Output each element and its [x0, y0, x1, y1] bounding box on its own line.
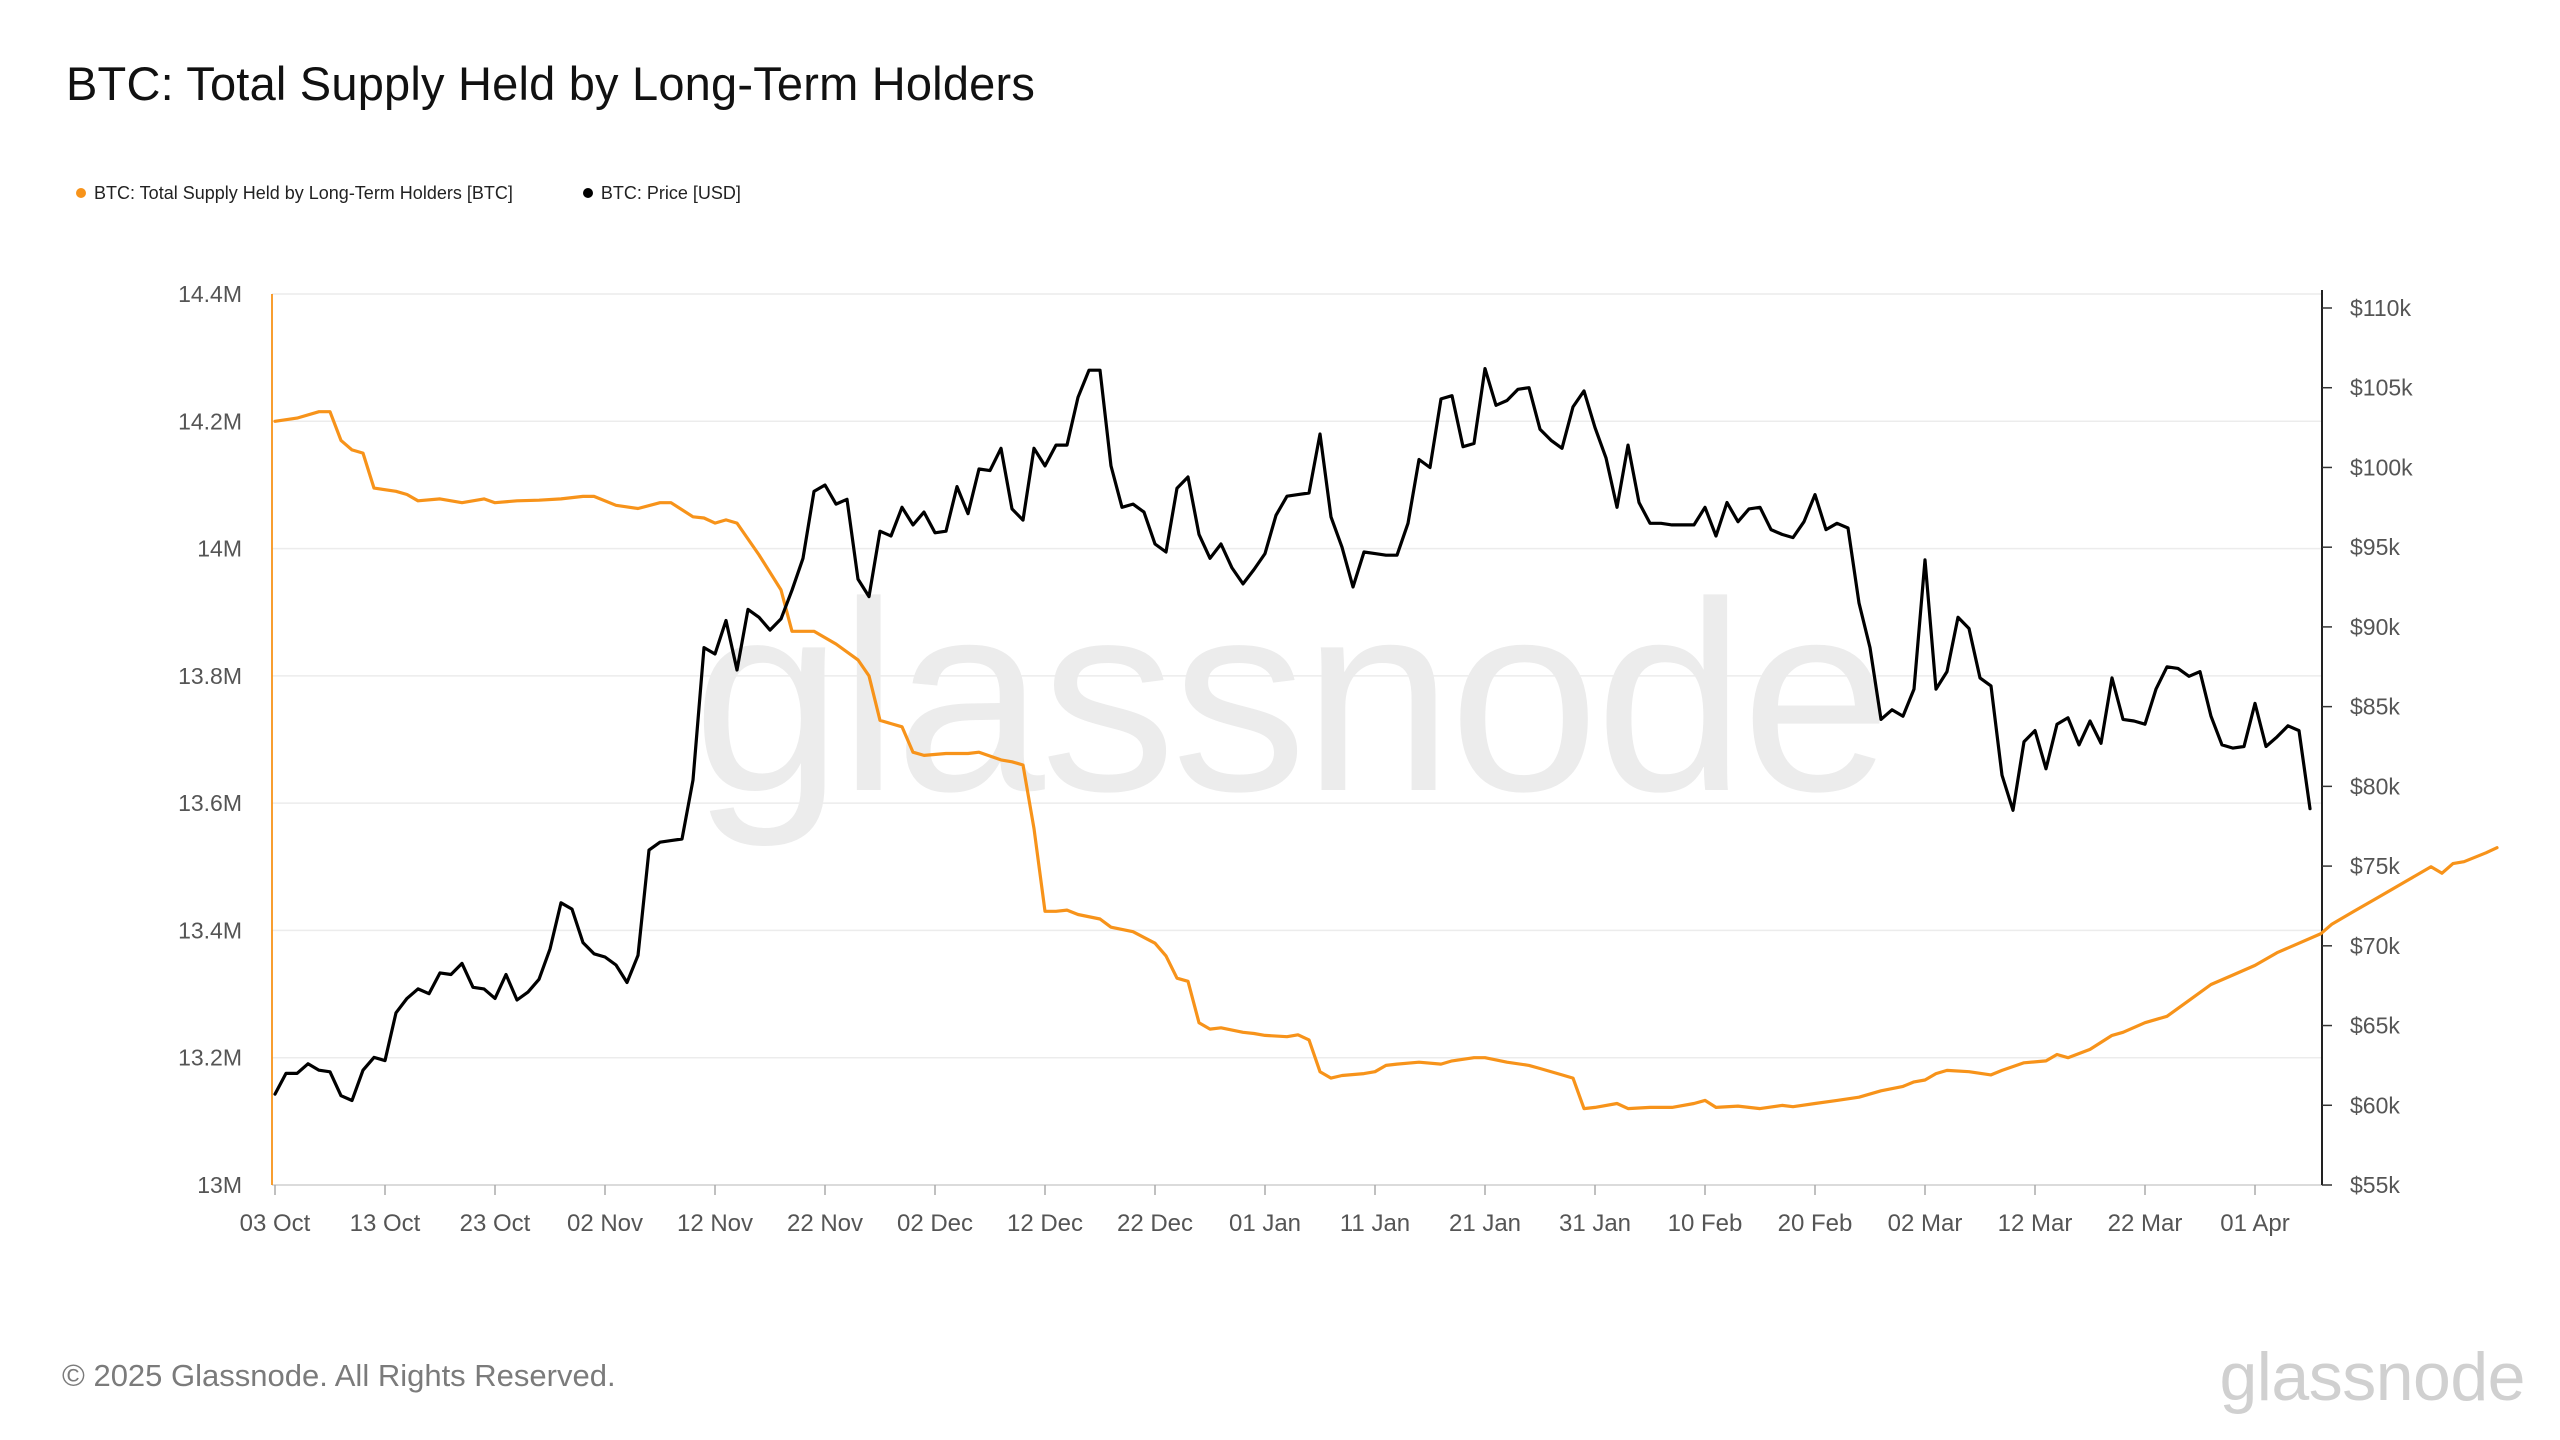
right-tick-label: $55k	[2350, 1172, 2400, 1198]
x-tick-label: 23 Oct	[460, 1210, 531, 1237]
x-tick-label: 22 Mar	[2108, 1210, 2183, 1237]
price-line[interactable]	[273, 367, 2312, 1103]
x-tick-label: 12 Dec	[1007, 1210, 1083, 1237]
legend-dot-orange	[76, 188, 86, 198]
legend-item-price[interactable]: BTC: Price [USD]	[582, 182, 741, 204]
legend-label-price: BTC: Price [USD]	[600, 182, 741, 203]
x-tick-label: 01 Jan	[1229, 1210, 1301, 1237]
right-tick-label: $105k	[2350, 375, 2413, 401]
watermark-text: glassnode	[693, 547, 1888, 849]
right-tick-label: $95k	[2350, 534, 2400, 560]
lth-supply-line[interactable]	[273, 410, 2499, 1111]
left-tick-label: 13.4M	[178, 917, 242, 943]
left-tick-label: 14M	[197, 536, 242, 562]
left-tick-label: 14.4M	[178, 281, 242, 307]
right-tick-label: $85k	[2350, 694, 2400, 720]
x-tick-label: 02 Dec	[897, 1210, 973, 1237]
x-tick-label: 21 Jan	[1449, 1210, 1521, 1237]
x-tick-label: 03 Oct	[240, 1210, 311, 1237]
x-tick-label: 22 Dec	[1117, 1210, 1193, 1237]
gridlines	[272, 293, 2322, 1059]
x-tick-label: 13 Oct	[350, 1210, 421, 1237]
x-tick-label: 22 Nov	[787, 1210, 863, 1237]
right-tick-label: $90k	[2350, 614, 2400, 640]
right-tick-label: $70k	[2350, 933, 2400, 959]
x-tick-label: 12 Nov	[677, 1210, 753, 1237]
glassnode-logo: glassnode	[2219, 1339, 2525, 1415]
x-tick-label: 02 Mar	[1888, 1210, 1963, 1237]
axes	[271, 290, 2323, 1186]
right-tick-label: $75k	[2350, 853, 2400, 879]
right-tick-label: $100k	[2350, 454, 2413, 480]
x-tick-label: 10 Feb	[1668, 1210, 1743, 1237]
right-axis-ticks: $55k $60k $65k $70k $75k $80k $85k $90k $95k $100…	[2322, 295, 2413, 1198]
copyright-text: © 2025 Glassnode. All Rights Reserved.	[62, 1358, 616, 1393]
x-tick-label: 11 Jan	[1340, 1210, 1410, 1237]
right-tick-label: $65k	[2350, 1013, 2400, 1039]
left-tick-label: 13.6M	[178, 790, 242, 816]
legend-item-lth-supply[interactable]: BTC: Total Supply Held by Long-Term Hold…	[76, 183, 513, 204]
x-tick-label: 01 Apr	[2220, 1210, 2289, 1237]
x-axis-ticks: 03 Oct 13 Oct 23 Oct 02 Nov 12 Nov 22 Nov 02 D…	[240, 1185, 2290, 1237]
right-tick-label: $110k	[2350, 295, 2411, 321]
legend: BTC: Total Supply Held by Long-Term Hold…	[76, 180, 811, 206]
x-tick-label: 12 Mar	[1998, 1210, 2073, 1237]
x-tick-label: 31 Jan	[1559, 1210, 1631, 1237]
left-tick-label: 13M	[197, 1172, 242, 1198]
left-tick-label: 14.2M	[178, 408, 242, 434]
x-tick-label: 02 Nov	[567, 1210, 643, 1237]
right-tick-label: $60k	[2350, 1092, 2400, 1118]
x-tick-label: 20 Feb	[1778, 1210, 1853, 1237]
legend-dot-black	[582, 188, 593, 198]
left-tick-label: 13.8M	[178, 663, 242, 689]
right-tick-label: $80k	[2350, 773, 2400, 799]
chart-title: BTC: Total Supply Held by Long-Term Hold…	[66, 57, 1036, 110]
legend-label-lth-supply: BTC: Total Supply Held by Long-Term Hold…	[94, 182, 513, 203]
left-tick-label: 13.2M	[178, 1045, 242, 1071]
left-axis-ticks: 13M 13.2M 13.4M 13.6M 13.8M 14M 14.2M 14.4M	[178, 281, 242, 1198]
